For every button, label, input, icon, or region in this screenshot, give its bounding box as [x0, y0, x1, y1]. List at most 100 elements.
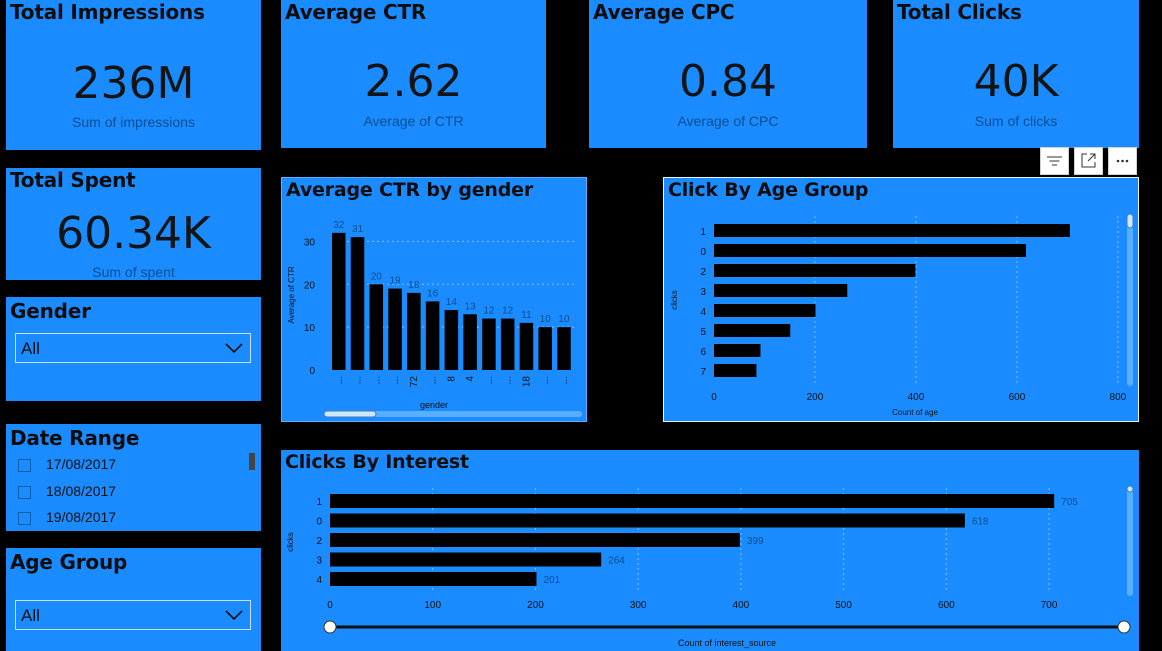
- x-tick-label: 0: [711, 392, 717, 403]
- bar: [482, 318, 496, 370]
- bar: [714, 284, 848, 297]
- kpi-card-clicks[interactable]: Total Clicks 40K Sum of clicks: [893, 0, 1139, 148]
- data-label: 705: [1061, 497, 1078, 508]
- data-label: 12: [483, 306, 495, 317]
- bar: [330, 533, 740, 547]
- bar: [714, 304, 816, 317]
- age-group-dropdown[interactable]: All: [15, 600, 251, 630]
- kpi-title: Average CTR: [285, 0, 427, 24]
- x-axis-label: gender: [420, 400, 448, 410]
- kpi-value: 40K: [973, 56, 1059, 107]
- kpi-value: 2.62: [364, 56, 463, 107]
- checkbox[interactable]: [18, 459, 31, 472]
- kpi-card-ctr[interactable]: Average CTR 2.62 Average of CTR: [281, 0, 546, 148]
- x-tick-label: ...: [540, 376, 551, 384]
- y-tick-label: 1: [316, 497, 322, 508]
- kpi-subtitle: Average of CTR: [363, 113, 464, 129]
- y-axis-label: clicks: [670, 290, 679, 310]
- x-tick-label: 4: [465, 376, 476, 382]
- x-tick-label: 300: [630, 600, 647, 611]
- bar: [330, 552, 602, 567]
- chart-title: Average CTR by gender: [286, 179, 534, 201]
- bar: [388, 288, 402, 370]
- more-options-icon: [1116, 159, 1129, 163]
- data-label: 16: [427, 288, 439, 299]
- data-label: 264: [608, 556, 625, 567]
- x-tick-label: ...: [371, 376, 382, 384]
- x-tick-label: ...: [428, 376, 439, 384]
- x-tick-label: ...: [353, 376, 364, 384]
- bar: [538, 327, 552, 370]
- x-tick-label: 500: [835, 600, 852, 611]
- y-tick-label: 0: [316, 517, 322, 528]
- bar: [714, 224, 1070, 237]
- kpi-subtitle: Sum of clicks: [974, 113, 1058, 129]
- more-options-button[interactable]: [1108, 147, 1137, 175]
- gender-dropdown[interactable]: All: [15, 333, 251, 363]
- checkbox[interactable]: [18, 486, 31, 499]
- x-tick-label: 100: [424, 600, 441, 611]
- ctr-by-gender-plot: 0 10 20 30 Average of CTR 32... 31... 20... 19..…: [287, 220, 582, 418]
- bar: [714, 364, 757, 377]
- kpi-title: Total Clicks: [897, 0, 1022, 24]
- focus-mode-icon: [1081, 153, 1096, 168]
- data-label: 20: [371, 271, 383, 282]
- chart-title: Clicks By Interest: [285, 451, 469, 473]
- x-tick-label: 600: [938, 600, 955, 611]
- x-tick-label: 400: [733, 600, 750, 611]
- dropdown-value: All: [21, 339, 40, 358]
- kpi-card-spent[interactable]: Total Spent 60.34K Sum of spent: [6, 168, 261, 280]
- click-by-age-group-chart[interactable]: Click By Age Group 0 200 400 600 800 1 0 2 3 4 5 6 7…: [663, 177, 1139, 422]
- bar: [500, 318, 515, 370]
- kpi-subtitle: Sum of impressions: [72, 114, 195, 130]
- date-label: 19/08/2017: [46, 509, 117, 525]
- y-tick-label: 3: [700, 287, 706, 298]
- date-item[interactable]: 18/08/2017: [18, 482, 238, 504]
- kpi-title: Total Impressions: [10, 0, 205, 24]
- data-label: 10: [540, 314, 552, 325]
- data-label: 11: [521, 310, 532, 321]
- click-by-age-plot: 0 200 400 600 800 1 0 2 3 4 5 6 7 clicks Count of age: [670, 213, 1134, 417]
- scrollbar-thumb[interactable]: [249, 453, 255, 470]
- data-label: 13: [465, 301, 477, 312]
- x-tick-label: ...: [390, 376, 401, 384]
- date-item[interactable]: 17/08/2017: [18, 455, 238, 477]
- y-tick-label: 2: [316, 536, 322, 547]
- kpi-title: Total Spent: [10, 168, 136, 192]
- y-tick-label: 0: [700, 247, 706, 258]
- x-tick-label: 72: [409, 376, 420, 388]
- clicks-by-interest-chart[interactable]: Clicks By Interest 0 100 200 300 400 500 600 70…: [281, 450, 1139, 651]
- kpi-card-impressions[interactable]: Total Impressions 236M Sum of impression…: [6, 0, 261, 150]
- y-tick-label: 1: [700, 227, 706, 238]
- x-tick-label: 8: [446, 376, 457, 382]
- bar: [330, 513, 965, 528]
- bar: [557, 327, 571, 370]
- focus-mode-button[interactable]: [1074, 147, 1103, 175]
- x-tick-label: 200: [807, 392, 824, 403]
- gender-slicer: Gender All: [6, 297, 261, 401]
- x-tick-label: ...: [484, 376, 495, 384]
- x-tick-label: 200: [527, 600, 544, 611]
- bar: [350, 237, 365, 370]
- data-label: 10: [558, 314, 570, 325]
- age-group-slicer: Age Group All: [6, 548, 261, 651]
- bar: [714, 344, 761, 357]
- bar: [714, 244, 1027, 257]
- scrollbar-thumb: [1126, 485, 1134, 493]
- date-item[interactable]: 19/08/2017: [18, 508, 238, 530]
- kpi-card-cpc[interactable]: Average CPC 0.84 Average of CPC: [589, 0, 867, 148]
- kpi-value: 0.84: [679, 56, 777, 107]
- filter-button[interactable]: [1040, 147, 1069, 175]
- zoom-slider-handle: [1117, 620, 1131, 634]
- data-label: 399: [747, 536, 764, 547]
- bar: [714, 264, 916, 277]
- x-axis-label: Count of interest_source: [678, 638, 776, 648]
- kpi-subtitle: Sum of spent: [92, 264, 175, 280]
- ctr-by-gender-chart[interactable]: Average CTR by gender 0 10 20 30 Average of …: [281, 177, 587, 422]
- x-tick-label: 800: [1110, 392, 1127, 403]
- checkbox[interactable]: [18, 512, 31, 525]
- y-tick-label: 0: [309, 366, 315, 377]
- bar: [519, 322, 534, 370]
- clicks-by-interest-plot: 0 100 200 300 400 500 600 700 1 705 0 618 2 399 3 264 4 2…: [286, 485, 1134, 648]
- zoom-slider-handle: [323, 620, 337, 634]
